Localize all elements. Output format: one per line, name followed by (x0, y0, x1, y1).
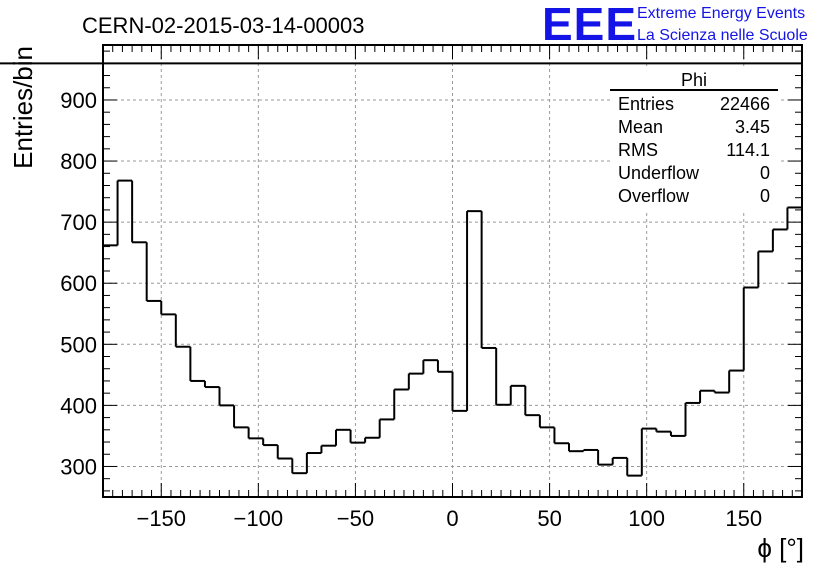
y-tick-label: 400 (60, 393, 97, 418)
stats-underflow-value: 0 (760, 163, 770, 183)
x-tick-label: −100 (234, 506, 284, 531)
stats-title: Phi (681, 70, 707, 90)
x-tick-label: −50 (337, 506, 374, 531)
stats-entries-value: 22466 (720, 94, 770, 114)
y-tick-label: 600 (60, 271, 97, 296)
chart-title: CERN-02-2015-03-14-00003 (82, 13, 365, 38)
logo-line-1: Extreme Energy Events (637, 5, 805, 22)
stats-underflow-label: Underflow (618, 163, 700, 183)
x-tick-label: −150 (136, 506, 186, 531)
y-axis-label: Entries/bin (8, 46, 38, 169)
logo-line-2: La Scienza nelle Scuole (637, 27, 808, 44)
stats-mean-value: 3.45 (735, 117, 770, 137)
stats-rms-value: 114.1 (726, 140, 770, 160)
x-tick-label: 100 (628, 506, 665, 531)
stats-box: Phi Entries 22466 Mean 3.45 RMS 114.1 Un… (610, 68, 778, 210)
stats-mean-label: Mean (618, 117, 663, 137)
y-tick-label: 700 (60, 210, 97, 235)
logo-mark: EEE (542, 0, 637, 50)
axis-ticks (103, 45, 802, 497)
stats-overflow-label: Overflow (618, 186, 690, 206)
y-tick-label: 800 (60, 149, 97, 174)
tick-labels: −150 −100 −50 0 50 100 150 300 400 500 600 700 800 90… (60, 88, 762, 531)
eee-logo: EEE Extreme Energy Events La Scienza nel… (542, 0, 808, 50)
stats-rms-label: RMS (618, 140, 658, 160)
x-tick-label: 50 (537, 506, 561, 531)
x-axis-label: ϕ [°] (757, 533, 804, 563)
stats-box-bg (610, 68, 778, 210)
stats-overflow-value: 0 (760, 186, 770, 206)
y-tick-label: 900 (60, 88, 97, 113)
stats-entries-label: Entries (618, 94, 674, 114)
x-tick-label: 150 (725, 506, 762, 531)
x-tick-label: 0 (446, 506, 458, 531)
y-tick-label: 300 (60, 454, 97, 479)
y-tick-label: 500 (60, 332, 97, 357)
